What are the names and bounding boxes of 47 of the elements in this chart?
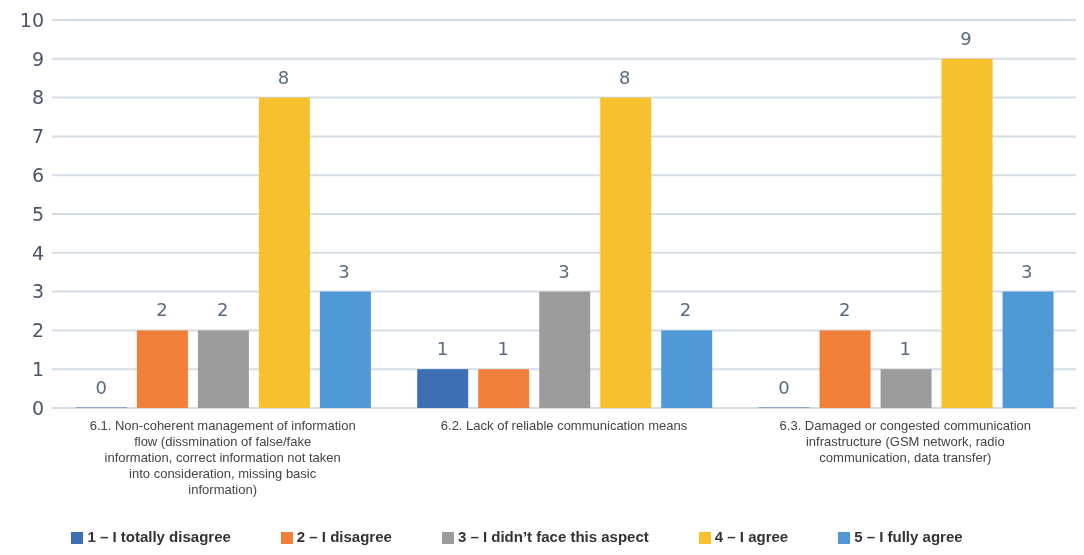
data-label: 3 xyxy=(1021,260,1033,282)
y-tick-label: 2 xyxy=(31,319,44,342)
x-tick-label: 6.3. Damaged or congested communication infrastructure (GSM network, radio communication, data transfer) xyxy=(779,418,1032,465)
data-label: 1 xyxy=(436,338,449,360)
y-tick-label: 4 xyxy=(31,241,44,264)
data-label: 2 xyxy=(679,299,692,321)
bar xyxy=(539,291,591,408)
data-label: 0 xyxy=(778,377,790,398)
y-tick-label: 1 xyxy=(31,357,44,380)
bar xyxy=(880,369,932,408)
y-tick-label: 0 xyxy=(31,396,44,419)
data-label: 8 xyxy=(618,66,631,88)
data-label: 3 xyxy=(558,260,570,282)
legend-label: 2 – I disagree xyxy=(296,528,392,545)
data-label: 8 xyxy=(277,66,290,88)
legend-label: 4 – I agree xyxy=(714,528,789,545)
legend-label: 3 – I didn’t face this aspect xyxy=(457,528,649,545)
bar xyxy=(819,330,871,408)
bar xyxy=(197,330,249,408)
bar xyxy=(258,97,310,408)
bar xyxy=(319,291,371,408)
bar xyxy=(417,369,469,408)
data-label: 1 xyxy=(899,338,912,360)
bar xyxy=(661,330,713,408)
y-tick-label: 7 xyxy=(31,125,44,148)
x-tick-label: 6.1. Non-coherent management of information flow (dissmination of false/fake information, correct information not taken into consideration, missing basic information) xyxy=(89,418,356,497)
x-tick-label: 6.2. Lack of reliable communication means xyxy=(440,418,688,433)
y-tick-label: 8 xyxy=(31,86,44,109)
data-label: 3 xyxy=(338,260,350,282)
data-label: 9 xyxy=(960,27,972,49)
y-tick-label: 5 xyxy=(31,202,44,225)
y-tick-label: 9 xyxy=(31,47,44,70)
data-label: 2 xyxy=(838,299,851,321)
data-label: 1 xyxy=(497,338,510,360)
bar xyxy=(941,58,993,408)
legend-label: 5 – I fully agree xyxy=(854,528,963,545)
bar xyxy=(136,330,188,408)
bar xyxy=(478,369,530,408)
y-tick-label: 10 xyxy=(19,8,44,31)
bar xyxy=(600,97,652,408)
data-label: 0 xyxy=(95,377,107,398)
bar xyxy=(1002,291,1054,408)
data-label: 2 xyxy=(216,299,229,321)
legend-label: 1 – I totally disagree xyxy=(87,528,231,545)
data-label: 2 xyxy=(156,299,168,321)
y-tick-label: 3 xyxy=(31,280,44,303)
y-tick-label: 6 xyxy=(31,163,44,186)
